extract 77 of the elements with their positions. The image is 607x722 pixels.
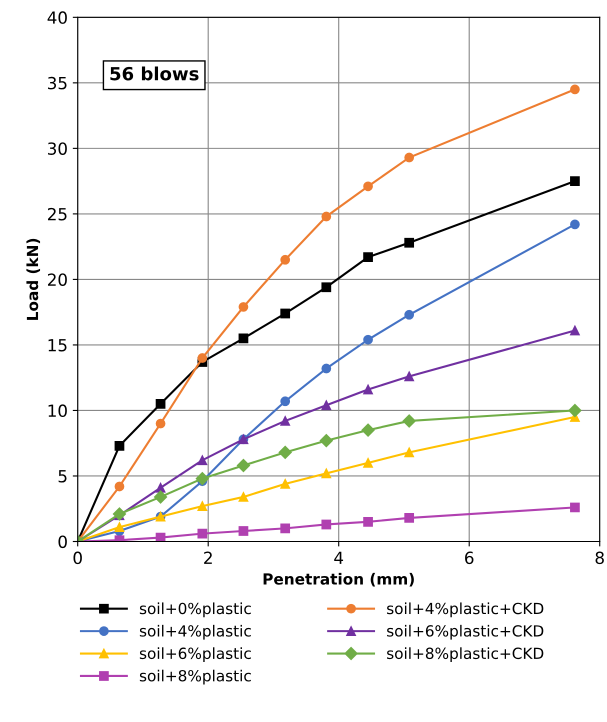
x-tick-label: 2 — [204, 552, 212, 564]
point — [404, 238, 414, 248]
point — [280, 396, 290, 406]
point — [363, 182, 373, 192]
point — [196, 472, 209, 486]
point — [197, 528, 208, 538]
point — [154, 490, 168, 504]
point — [570, 220, 580, 230]
point — [402, 414, 416, 428]
point — [197, 501, 208, 511]
point — [156, 482, 166, 493]
point — [568, 404, 582, 418]
point — [197, 455, 208, 466]
x-tick-label: 0 — [73, 552, 82, 564]
legend-label: soil+8%plastic+CKD — [387, 647, 544, 662]
y-tick-label: 40 — [48, 11, 67, 24]
point — [404, 448, 414, 458]
point — [320, 434, 333, 448]
point — [570, 84, 580, 94]
x-axis-title: Penetration (mm) — [264, 572, 414, 587]
point — [363, 458, 373, 468]
point — [278, 446, 292, 459]
point — [321, 520, 332, 530]
y-tick-label: 5 — [58, 470, 67, 483]
point — [280, 416, 290, 426]
y-tick-label: 10 — [48, 404, 67, 418]
point — [404, 372, 414, 382]
point — [114, 522, 124, 532]
legend-label: soil+4%plastic+CKD — [387, 602, 544, 618]
y-tick-label: 15 — [48, 339, 67, 352]
point — [321, 282, 332, 292]
annotation: 56 blows — [110, 66, 199, 80]
point — [321, 364, 332, 374]
point — [363, 384, 373, 394]
point — [570, 176, 580, 186]
point — [236, 458, 250, 472]
point — [114, 482, 124, 492]
point — [321, 468, 332, 478]
point — [156, 418, 166, 428]
point — [238, 334, 248, 344]
point — [238, 526, 248, 536]
point — [197, 353, 208, 363]
point — [280, 308, 290, 318]
point — [570, 326, 580, 336]
point — [238, 492, 248, 502]
legend-label: soil+0%plastic — [140, 602, 251, 618]
y-tick-label: 35 — [48, 76, 67, 90]
point — [280, 254, 290, 265]
y-tick-label: 20 — [48, 273, 67, 286]
point — [321, 400, 332, 410]
point — [114, 440, 124, 451]
point — [238, 302, 248, 312]
point — [361, 424, 375, 437]
y-tick-label: 0 — [58, 535, 67, 548]
point — [363, 252, 373, 262]
x-tick-label: 8 — [596, 552, 604, 564]
x-tick-label: 6 — [465, 552, 474, 564]
point — [321, 212, 332, 222]
y-tick-label: 25 — [48, 208, 67, 220]
x-tick-label: 4 — [334, 552, 344, 564]
point — [280, 524, 290, 534]
point — [404, 513, 414, 523]
legend-label: soil+8%plastic — [140, 670, 251, 684]
legend-label: soil+6%plastic — [140, 647, 251, 662]
point — [404, 310, 414, 320]
point — [280, 478, 290, 489]
y-tick-label: 30 — [48, 142, 67, 155]
point — [363, 516, 373, 527]
point — [404, 152, 414, 162]
point — [156, 399, 166, 409]
point — [363, 334, 373, 345]
point — [156, 532, 166, 542]
y-axis-title: Load (kN) — [26, 238, 40, 320]
point — [112, 507, 126, 521]
legend-label: soil+4%plastic — [140, 624, 251, 640]
point — [570, 502, 580, 512]
legend-label: soil+6%plastic+CKD — [387, 624, 544, 640]
